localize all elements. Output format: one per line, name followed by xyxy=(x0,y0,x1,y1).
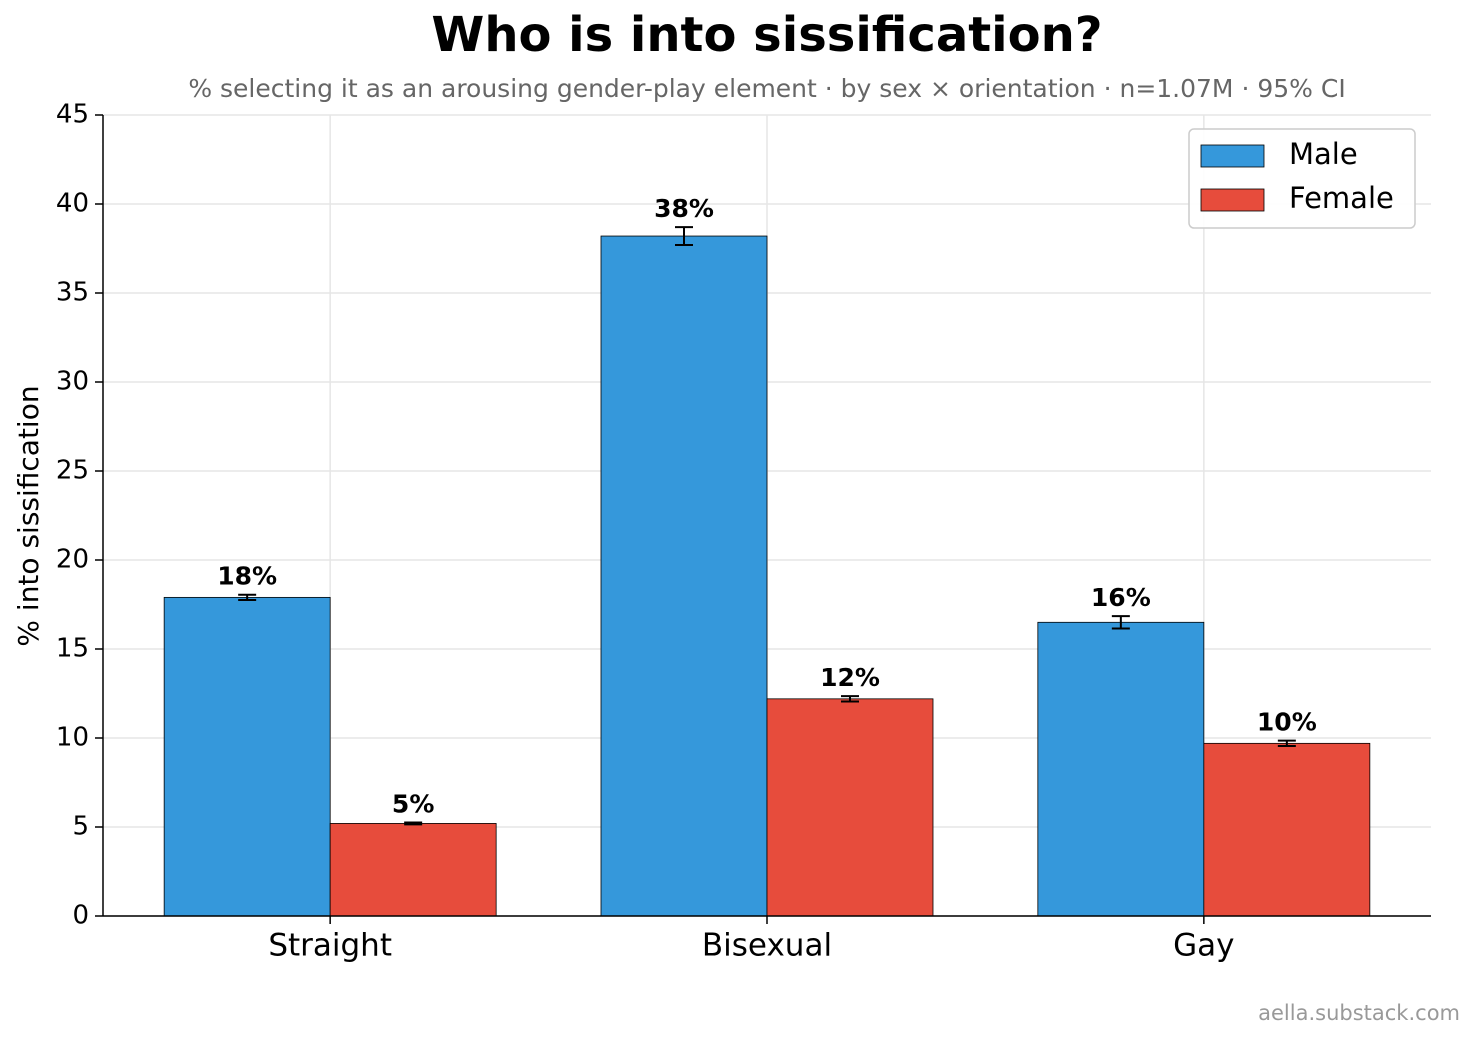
y-axis-label: % into sissification xyxy=(12,385,45,646)
legend-swatch xyxy=(1200,144,1265,168)
y-tick-label: 30 xyxy=(56,367,89,397)
y-tick-label: 40 xyxy=(56,189,89,219)
chart-title: Who is into sissification? xyxy=(431,7,1102,63)
legend-swatch xyxy=(1200,188,1265,212)
bar xyxy=(766,698,934,917)
x-tick-label: Bisexual xyxy=(702,928,832,964)
bar xyxy=(329,823,497,917)
y-tick-label: 0 xyxy=(72,901,89,931)
error-bar xyxy=(238,593,257,602)
value-label: 5% xyxy=(392,790,434,819)
error-bar xyxy=(1111,615,1130,630)
value-label: 16% xyxy=(1091,583,1151,612)
y-tick-label: 25 xyxy=(56,456,89,486)
error-bar xyxy=(404,821,423,826)
y-tick-label: 45 xyxy=(56,100,89,130)
value-label: 12% xyxy=(820,663,880,692)
value-label: 10% xyxy=(1257,708,1317,737)
error-bar xyxy=(841,695,859,703)
chart-subtitle: % selecting it as an arousing gender-pla… xyxy=(188,74,1345,103)
x-tick-label: Straight xyxy=(268,928,392,964)
bar xyxy=(163,596,331,917)
y-tick-label: 35 xyxy=(56,278,89,308)
x-tick-label: Gay xyxy=(1173,928,1234,964)
bar xyxy=(1037,621,1205,917)
bar xyxy=(1203,742,1371,917)
legend-label: Male xyxy=(1289,137,1358,171)
source: aella.substack.com xyxy=(1258,1001,1460,1025)
y-tick-label: 10 xyxy=(56,723,89,753)
y-tick-label: 5 xyxy=(72,812,89,842)
error-bar xyxy=(675,226,693,246)
y-tick-label: 20 xyxy=(56,545,89,575)
value-label: 18% xyxy=(217,562,277,591)
bar xyxy=(600,235,768,917)
legend-label: Female xyxy=(1289,181,1394,215)
y-tick-label: 15 xyxy=(56,634,89,664)
error-bar xyxy=(1277,739,1296,748)
value-label: 38% xyxy=(654,194,714,223)
